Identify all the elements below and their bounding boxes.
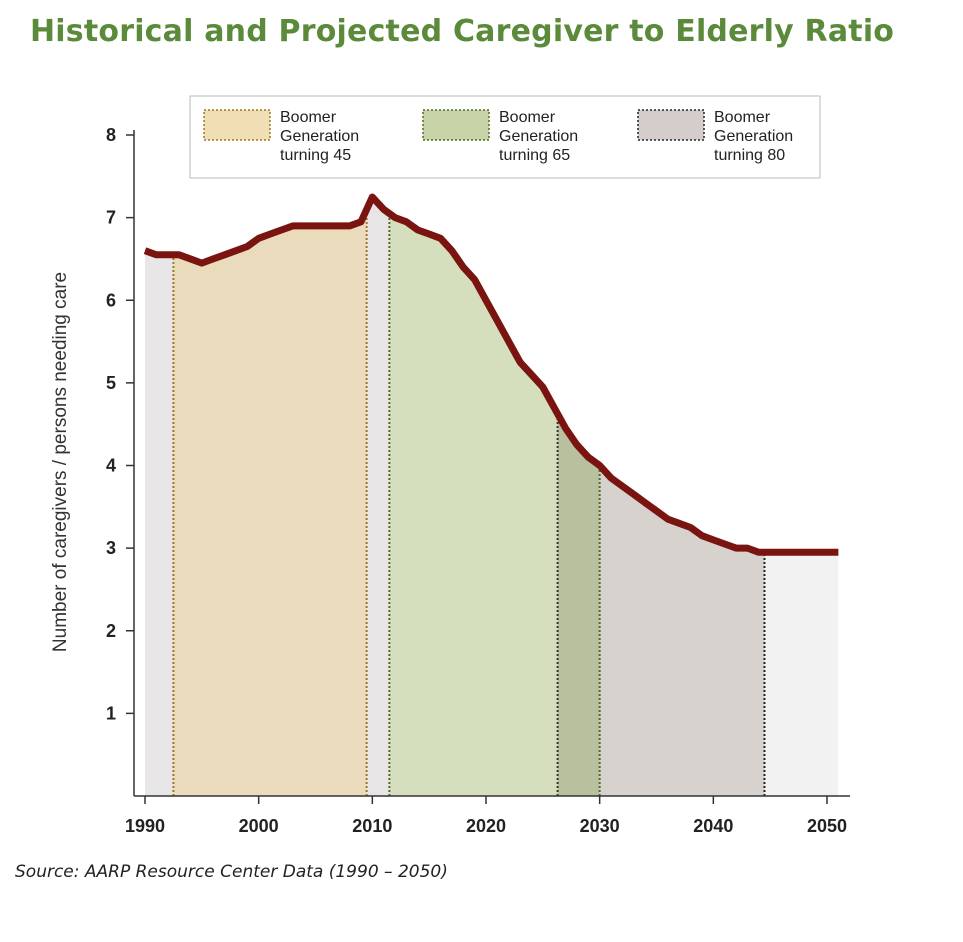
y-tick-label-5: 5 <box>106 373 116 393</box>
legend-text-1-2: turning 65 <box>499 147 570 164</box>
legend-swatch-0 <box>203 109 271 141</box>
x-tick-label-2030: 2030 <box>580 816 620 836</box>
band-2 <box>366 197 390 796</box>
legend-text-0-2: turning 45 <box>280 147 351 164</box>
legend-entry-1: Boomer Generation turning 65 <box>422 109 578 164</box>
legend-text-1-1: Generation <box>499 128 578 145</box>
x-tick-label-2000: 2000 <box>239 816 279 836</box>
y-tick-label-3: 3 <box>106 538 116 558</box>
band-edge-layer <box>172 212 766 796</box>
band-5 <box>599 197 765 796</box>
legend: Boomer Generation turning 45 Boomer Generati… <box>189 95 821 179</box>
y-tick-layer: 1 2 3 4 5 6 7 8 <box>106 125 134 723</box>
y-axis-label: Number of caregivers / persons needing c… <box>50 272 71 652</box>
axes-layer <box>133 130 850 797</box>
x-tick-layer: 1990 2000 2010 2020 2030 2040 2050 <box>125 796 847 836</box>
legend-text-2-2: turning 80 <box>714 147 785 164</box>
band-0 <box>145 197 174 796</box>
legend-frame <box>189 95 821 179</box>
x-tick-label-2010: 2010 <box>352 816 392 836</box>
y-tick-label-7: 7 <box>106 208 116 228</box>
y-tick-label-4: 4 <box>106 456 116 476</box>
band-3 <box>389 197 558 796</box>
legend-text-2-1: Generation <box>714 128 793 145</box>
y-tick-label-2: 2 <box>106 621 116 641</box>
band-4 <box>557 197 600 796</box>
legend-text-0-1: Generation <box>280 128 359 145</box>
y-tick-label-6: 6 <box>106 290 116 310</box>
legend-text-1-0: Boomer <box>499 109 556 126</box>
x-tick-label-1990: 1990 <box>125 816 165 836</box>
y-tick-label-8: 8 <box>106 125 116 145</box>
legend-text-0-0: Boomer <box>280 109 337 126</box>
caregiver-ratio-chart: 1 2 3 4 5 6 7 8 1990 2000 2010 2020 2030 2040 2050 Nu… <box>50 95 850 836</box>
band-layer <box>145 197 839 796</box>
chart-title: Historical and Projected Caregiver to El… <box>30 14 895 49</box>
y-tick-label-1: 1 <box>106 703 116 723</box>
legend-swatch-1 <box>422 109 490 141</box>
band-6 <box>764 197 839 796</box>
legend-entry-2: Boomer Generation turning 80 <box>637 109 793 164</box>
x-tick-label-2040: 2040 <box>693 816 733 836</box>
x-tick-label-2020: 2020 <box>466 816 506 836</box>
x-tick-label-2050: 2050 <box>807 816 847 836</box>
series-line <box>143 193 839 556</box>
source-note: Source: AARP Resource Center Data (1990 … <box>15 862 448 882</box>
legend-swatch-2 <box>637 109 705 141</box>
band-1 <box>173 197 367 796</box>
legend-text-2-0: Boomer <box>714 109 771 126</box>
legend-entry-0: Boomer Generation turning 45 <box>203 109 359 164</box>
series-line-layer <box>143 193 839 556</box>
